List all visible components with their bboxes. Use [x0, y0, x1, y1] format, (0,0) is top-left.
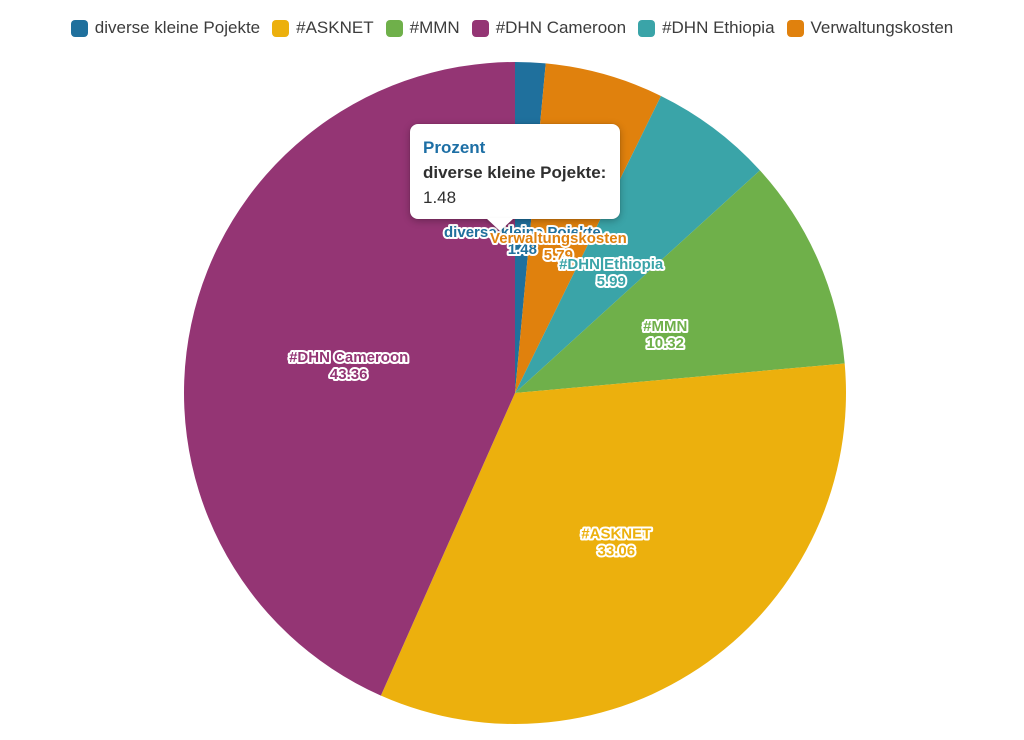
- legend-swatch-icon: [638, 19, 656, 37]
- legend-item-label: Verwaltungskosten: [810, 18, 954, 37]
- slice-label: #DHN Ethiopia 5.99: [559, 256, 664, 290]
- legend-item[interactable]: #ASKNET: [272, 16, 374, 40]
- legend-item[interactable]: #DHN Cameroon: [471, 16, 627, 40]
- legend-swatch-icon: [786, 19, 804, 37]
- legend-item-label: diverse kleine Pojekte: [94, 18, 261, 37]
- legend-swatch-icon: [272, 19, 290, 37]
- legend-item-label: #DHN Cameroon: [495, 18, 627, 37]
- tooltip-series-title: Prozent: [423, 138, 486, 157]
- tooltip-category-label: diverse kleine Pojekte:: [423, 163, 607, 182]
- legend-item[interactable]: diverse kleine Pojekte: [70, 16, 261, 40]
- pie-slice-mmn[interactable]: [515, 170, 845, 393]
- slice-label: Verwaltungskosten 5.79: [490, 230, 627, 264]
- legend-item-label: #DHN Ethiopia: [662, 18, 775, 37]
- pie-slice-dhn-cameroon[interactable]: [184, 62, 516, 696]
- tooltip-value: 1.48: [423, 188, 457, 207]
- legend-swatch-icon: [385, 19, 403, 37]
- slice-label: #DHN Cameroon 43.36: [289, 349, 408, 383]
- legend-item[interactable]: #MMN: [385, 16, 460, 40]
- tooltip: Prozent diverse kleine Pojekte: 1.48: [410, 124, 620, 231]
- tooltip-pointer-icon: [486, 218, 514, 231]
- legend-item[interactable]: #DHN Ethiopia: [638, 16, 775, 40]
- slice-label: diverse kleine Pojekte 1.48: [444, 224, 601, 258]
- legend: diverse kleine Pojekte #ASKNET #MMN #DHN Ca…: [0, 16, 1024, 40]
- slice-label: #MMN 10.32: [643, 318, 687, 352]
- legend-item[interactable]: Verwaltungskosten: [786, 16, 954, 40]
- pie-slice-asknet[interactable]: [380, 363, 846, 724]
- pie-slice-dhn-ethiopia[interactable]: [515, 95, 760, 393]
- legend-item-label: #ASKNET: [296, 18, 374, 37]
- legend-swatch-icon: [471, 19, 489, 37]
- slice-label: #ASKNET 33.06: [581, 526, 651, 560]
- legend-swatch-icon: [70, 19, 88, 37]
- legend-item-label: #MMN: [409, 18, 460, 37]
